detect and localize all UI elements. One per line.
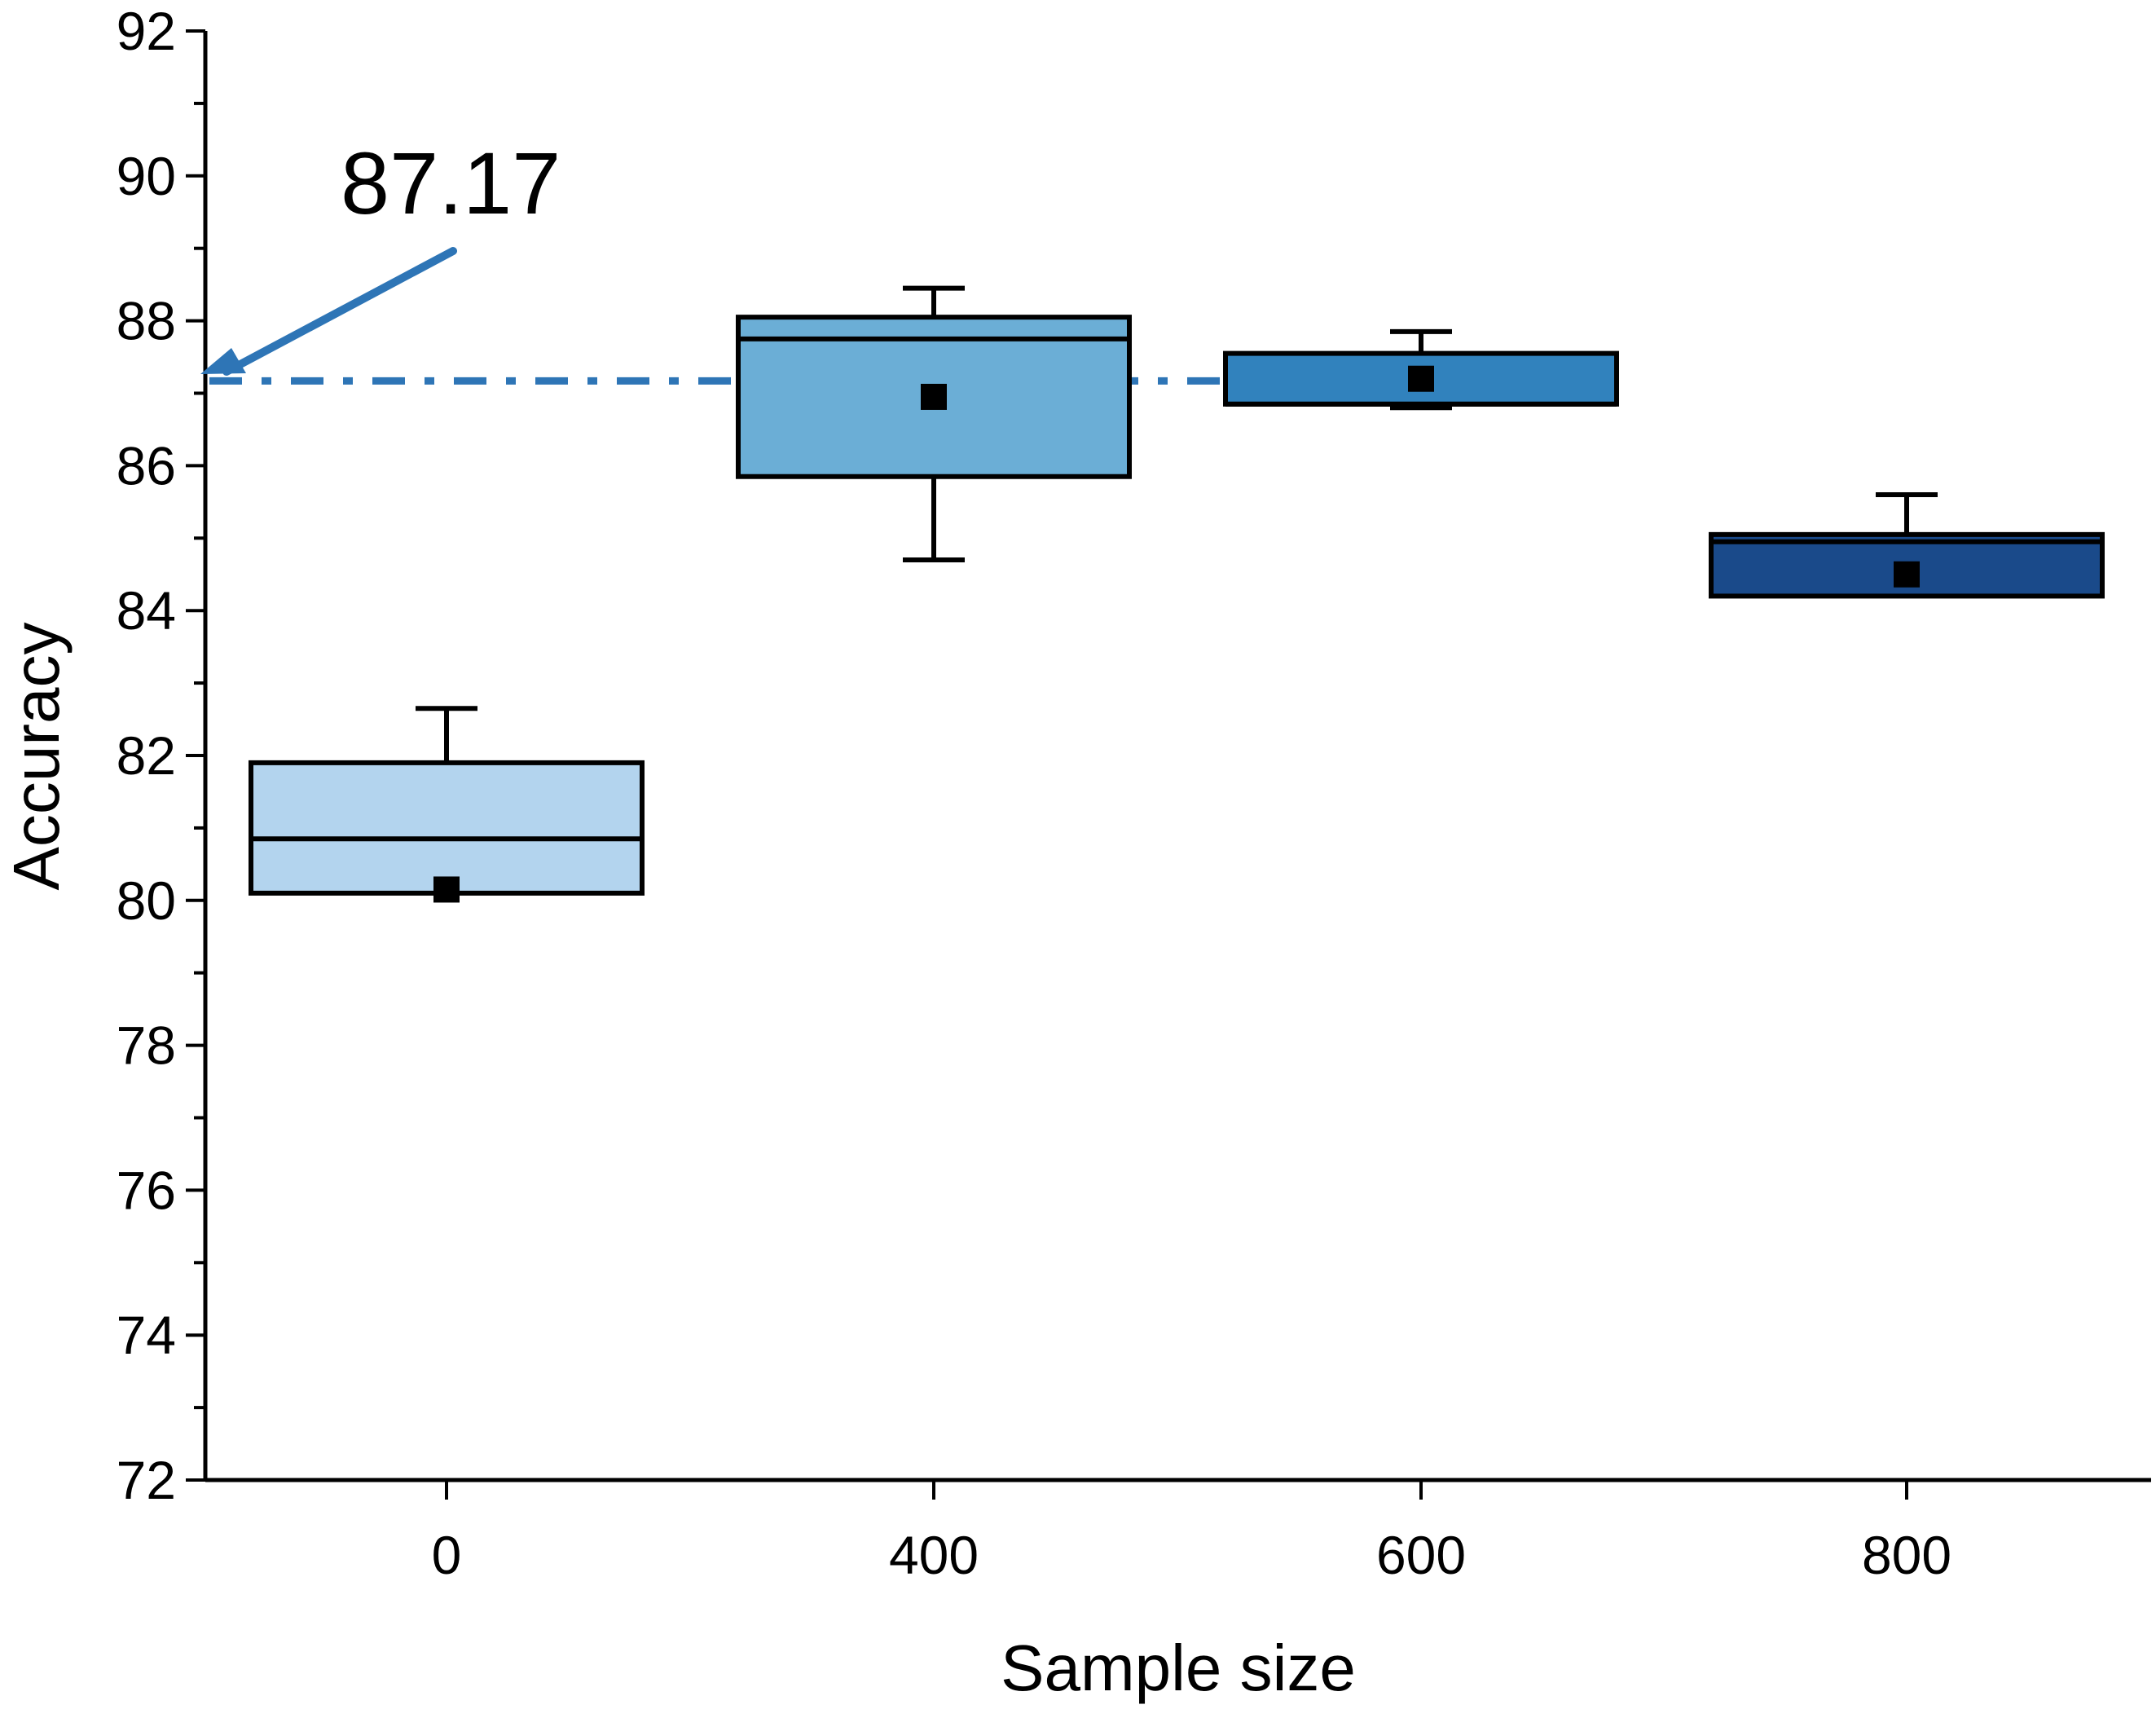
mean-marker: [1894, 561, 1920, 588]
y-tick-label: 72: [117, 1450, 176, 1510]
x-tick-label: 0: [432, 1525, 462, 1585]
y-tick-label: 90: [117, 146, 176, 206]
x-tick-label: 400: [889, 1525, 979, 1585]
mean-marker: [921, 383, 947, 410]
y-axis-title: Accuracy: [0, 623, 73, 891]
box-body: [249, 760, 645, 896]
y-tick-label: 86: [117, 435, 176, 496]
x-axis-title: Sample size: [1001, 1632, 1356, 1704]
annotation-arrowhead: [200, 348, 246, 374]
y-tick-label: 80: [117, 870, 176, 931]
y-tick-label: 76: [117, 1160, 176, 1220]
axes-layer: 72 74 76 78 80 82 84 86 88 90 92 0 400 600 800: [117, 1, 2151, 1585]
y-tick-label: 74: [117, 1305, 176, 1365]
mean-marker: [1408, 365, 1434, 392]
y-tick-label: 92: [117, 1, 176, 61]
annotation-text: 87.17: [341, 134, 561, 232]
y-tick-label: 84: [117, 580, 176, 641]
y-tick-label: 78: [117, 1015, 176, 1076]
x-tick-label: 800: [1862, 1525, 1951, 1585]
y-tick-label: 88: [117, 291, 176, 351]
y-tick-label: 82: [117, 725, 176, 786]
boxes-layer: [249, 285, 2105, 903]
x-tick-label: 600: [1376, 1525, 1466, 1585]
mean-marker: [433, 876, 460, 903]
annotation-layer: 87.17: [200, 134, 561, 376]
annotation-arrow-shaft: [222, 247, 457, 376]
